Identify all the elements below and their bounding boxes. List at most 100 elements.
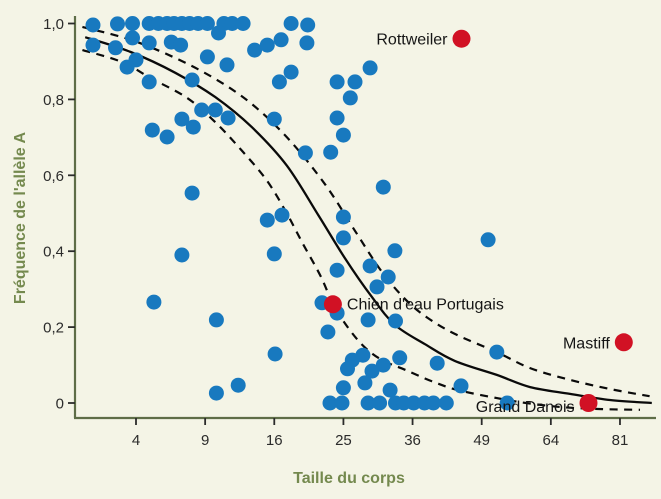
x-axis-title: Taille du corps <box>293 470 405 487</box>
data-point <box>329 262 345 278</box>
x-tick-label: 49 <box>473 432 490 449</box>
x-tick-label: 25 <box>335 432 352 449</box>
y-tick-label: 0,2 <box>43 320 64 337</box>
data-point <box>329 110 345 126</box>
data-point <box>194 102 210 118</box>
data-point <box>125 16 140 31</box>
data-point <box>283 64 299 80</box>
fitted-curve <box>84 36 652 405</box>
breed-point <box>323 295 342 314</box>
data-point <box>211 25 226 41</box>
data-point <box>85 37 101 53</box>
data-point <box>342 90 358 106</box>
data-point <box>259 37 275 53</box>
data-point <box>283 16 299 31</box>
breed-points: Rottweiler Chien d'eau Portugais Mastiff Gr… <box>323 29 633 416</box>
data-point <box>489 344 505 360</box>
x-tick-label: 4 <box>132 432 140 449</box>
data-point <box>329 74 345 90</box>
data-point <box>369 279 385 295</box>
data-point <box>173 37 189 53</box>
data-point <box>144 122 160 138</box>
data-point <box>273 32 289 48</box>
data-point <box>185 119 201 135</box>
data-point <box>230 377 246 393</box>
breed-label: Mastiff <box>563 335 610 352</box>
data-point <box>299 35 315 51</box>
data-point <box>274 207 290 223</box>
data-point <box>334 395 350 411</box>
x-tick-label: 81 <box>612 432 629 449</box>
data-point <box>235 16 251 31</box>
breed-point <box>579 394 598 412</box>
x-tick-label: 36 <box>404 432 421 449</box>
data-point <box>406 395 422 411</box>
data-point <box>453 378 469 394</box>
y-tick-label: 0,8 <box>43 92 64 109</box>
data-point <box>375 357 391 373</box>
y-tick-label: 0,6 <box>43 168 64 185</box>
y-tick-label: 0,4 <box>43 244 64 261</box>
data-point <box>174 247 190 263</box>
data-point <box>300 17 316 33</box>
data-point <box>480 232 496 248</box>
y-tick-label: 0 <box>56 396 64 413</box>
data-point <box>335 127 351 143</box>
data-point <box>199 49 215 65</box>
data-point <box>392 350 408 366</box>
data-point <box>108 40 123 56</box>
data-point <box>380 269 396 285</box>
data-point <box>207 102 223 118</box>
data-point <box>360 312 376 328</box>
data-point <box>271 74 287 90</box>
data-point <box>372 395 388 411</box>
data-point <box>267 346 283 362</box>
data-point <box>357 375 373 391</box>
data-point <box>266 111 282 127</box>
data-point <box>340 361 355 377</box>
data-point <box>119 59 135 75</box>
data-point <box>425 395 441 411</box>
data-point <box>184 185 200 201</box>
data-point <box>266 246 282 262</box>
data-point <box>141 35 157 51</box>
data-point <box>387 243 403 259</box>
data-point <box>362 258 378 274</box>
blue-data-points <box>85 16 515 411</box>
data-point <box>322 395 338 411</box>
x-tick-label: 16 <box>266 432 283 449</box>
data-point <box>335 230 351 246</box>
data-point <box>141 74 157 90</box>
data-point <box>220 110 236 126</box>
data-point <box>174 111 190 127</box>
breed-point <box>452 29 471 48</box>
y-tick-label: 1,0 <box>43 16 64 33</box>
data-point <box>110 16 125 32</box>
data-point <box>219 57 235 73</box>
x-tick-label: 9 <box>201 432 209 449</box>
data-point <box>362 60 378 76</box>
breed-label: Grand Danois <box>476 399 575 416</box>
data-point <box>85 17 101 33</box>
data-point <box>224 16 240 31</box>
data-point <box>323 144 339 160</box>
data-point <box>159 129 175 145</box>
data-point <box>320 324 336 340</box>
data-point <box>297 145 313 161</box>
breed-label: Rottweiler <box>376 32 448 49</box>
data-point <box>429 355 445 371</box>
data-point <box>259 212 275 228</box>
data-point <box>335 380 351 396</box>
data-point <box>382 382 398 398</box>
data-point <box>335 209 351 225</box>
data-point <box>146 294 162 310</box>
data-point <box>347 74 363 90</box>
data-point <box>199 16 215 31</box>
x-tick-label: 64 <box>542 432 559 449</box>
data-point <box>375 179 391 195</box>
data-point <box>360 395 376 411</box>
breed-point <box>614 333 633 352</box>
data-point <box>438 395 454 411</box>
data-point <box>125 30 140 46</box>
